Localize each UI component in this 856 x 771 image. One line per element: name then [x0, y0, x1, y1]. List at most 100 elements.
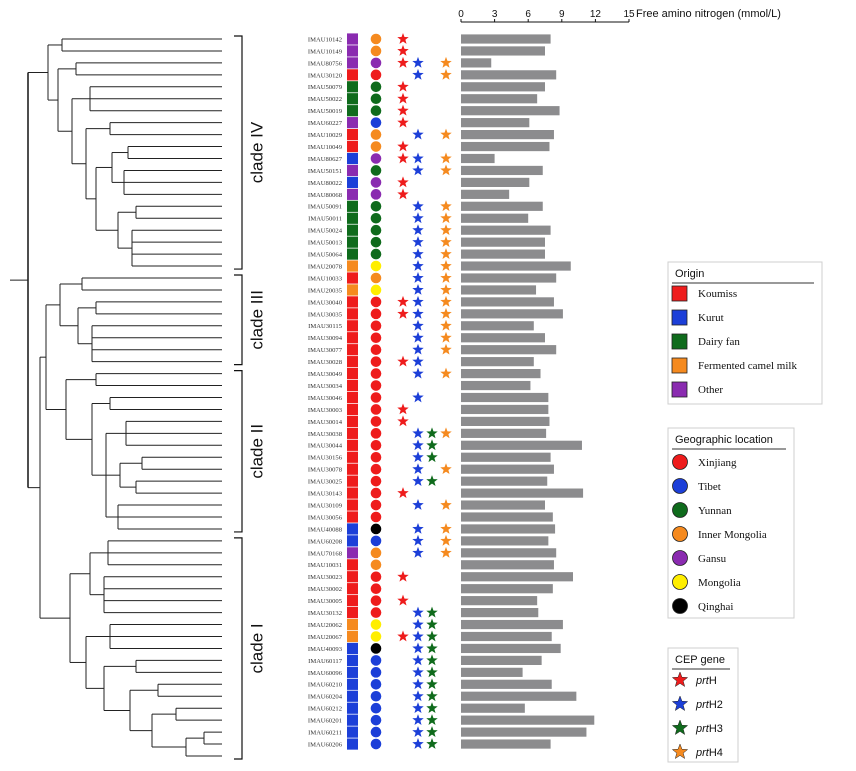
- gene-star: [426, 690, 438, 702]
- clade-bracket: [234, 274, 243, 366]
- legend-swatch: [671, 381, 688, 398]
- strain-label: IMAU60206: [308, 741, 343, 748]
- fan-bar: [461, 560, 554, 570]
- gene-star: [426, 439, 438, 451]
- strain-label: IMAU20067: [308, 634, 343, 641]
- gene-star: [397, 56, 409, 68]
- gene-star: [440, 319, 452, 331]
- origin-square: [347, 260, 358, 272]
- origin-square: [347, 630, 358, 643]
- origin-square: [347, 499, 358, 511]
- fan-bar: [461, 273, 557, 283]
- fan-bar: [461, 440, 582, 450]
- strain-label: IMAU60204: [308, 694, 343, 701]
- gene-star: [440, 522, 452, 534]
- origin-square: [347, 356, 358, 368]
- gene-star: [426, 630, 438, 642]
- fan-bar: [461, 452, 551, 462]
- origin-square: [347, 702, 358, 714]
- fan-bar: [461, 333, 545, 343]
- fan-bar: [461, 118, 530, 128]
- origin-square: [347, 403, 358, 416]
- origin-square: [347, 308, 358, 320]
- fan-bar: [461, 261, 571, 271]
- gene-star: [440, 463, 452, 475]
- gene-star: [397, 33, 409, 44]
- strain-label: IMAU30132: [308, 610, 342, 617]
- location-circle: [370, 356, 382, 367]
- location-circle: [370, 201, 382, 212]
- strain-label: IMAU80627: [308, 156, 343, 163]
- origin-square: [347, 654, 358, 666]
- strain-label: IMAU50064: [308, 252, 343, 259]
- location-circle: [370, 571, 382, 583]
- strain-label: IMAU20078: [308, 263, 343, 270]
- gene-star: [440, 224, 452, 236]
- gene-star: [426, 714, 438, 725]
- legend-label: Qinghai: [698, 601, 733, 613]
- gene-star: [397, 92, 409, 104]
- origin-square: [347, 511, 358, 523]
- legend-label-suffix: H2: [709, 699, 723, 711]
- fan-bar: [461, 345, 557, 355]
- origin-square: [347, 236, 358, 248]
- fan-bar: [461, 524, 556, 534]
- strain-label: IMAU30034: [308, 383, 343, 390]
- legend-swatch: [672, 550, 688, 566]
- legend-label: Koumiss: [698, 288, 737, 300]
- origin-square: [347, 212, 358, 224]
- location-circle: [370, 272, 382, 284]
- origin-square: [347, 140, 358, 153]
- origin-square: [347, 81, 358, 93]
- legend-swatch: [672, 502, 688, 518]
- origin-square: [347, 129, 358, 141]
- gene-star: [412, 702, 424, 714]
- location-markers: [370, 33, 382, 750]
- location-circle: [370, 667, 382, 678]
- clade-label: clade I: [247, 623, 266, 673]
- origin-square: [347, 559, 358, 571]
- origin-square: [347, 57, 358, 69]
- tick-label: 9: [559, 9, 565, 20]
- gene-star: [412, 666, 424, 678]
- strain-label: IMAU30025: [308, 479, 343, 486]
- gene-star: [440, 272, 452, 283]
- fan-bar: [461, 536, 549, 546]
- clade-label: clade II: [247, 424, 266, 479]
- strain-label: IMAU80756: [308, 60, 343, 67]
- fan-bar: [461, 153, 495, 164]
- origin-square: [347, 451, 358, 463]
- gene-star: [412, 630, 424, 642]
- gene-star: [397, 594, 409, 606]
- legend-label: prtH4: [695, 747, 723, 759]
- fan-bar: [461, 512, 553, 522]
- gene-star: [397, 80, 409, 92]
- strain-label: IMAU50024: [308, 228, 343, 235]
- legend-swatch: [671, 695, 689, 712]
- origin-square: [347, 188, 358, 200]
- gene-star: [412, 391, 424, 403]
- gene-star: [412, 343, 424, 355]
- location-circle: [370, 81, 382, 93]
- gene-star: [440, 307, 452, 319]
- location-circle: [370, 212, 382, 224]
- location-circle: [370, 165, 382, 176]
- location-circle: [370, 45, 382, 57]
- gene-star: [440, 367, 452, 379]
- strain-label: IMAU10149: [308, 48, 343, 55]
- strain-label: IMAU20035: [308, 287, 343, 294]
- location-circle: [370, 499, 382, 511]
- gene-star: [412, 56, 424, 68]
- strain-label: IMAU30077: [308, 347, 343, 354]
- legend-label-suffix: H3: [709, 723, 723, 735]
- tick-label: 6: [525, 9, 531, 20]
- gene-star: [412, 522, 424, 534]
- gene-star: [397, 355, 409, 367]
- location-circle: [370, 428, 382, 439]
- fan-bar: [461, 679, 552, 689]
- gene-star: [412, 463, 424, 475]
- gene-star: [426, 475, 438, 486]
- location-circle: [370, 189, 382, 200]
- gene-star: [440, 200, 452, 212]
